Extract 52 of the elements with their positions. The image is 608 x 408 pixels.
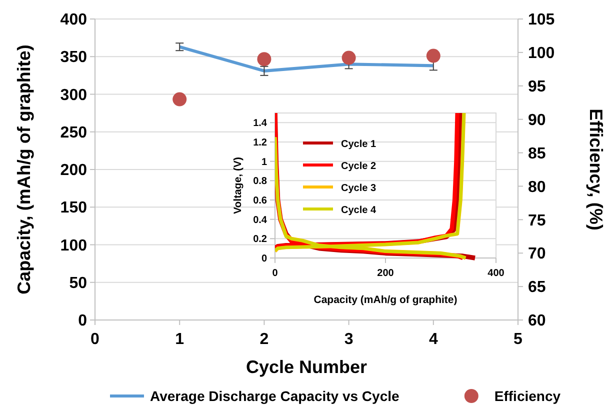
y-tick-label: 0: [78, 312, 88, 330]
point: [342, 50, 356, 65]
y-tick-label: 0.8: [253, 176, 268, 188]
y-tick-label: 0.6: [253, 196, 268, 206]
legend-label: Cycle 1: [341, 139, 376, 150]
y2-tick-label: 85: [528, 145, 546, 162]
x-tick-label: 5: [514, 331, 523, 348]
y2-tick-label: 75: [528, 212, 546, 230]
y-tick-label: 1.4: [253, 118, 268, 130]
y-tick-label: 150: [60, 200, 88, 217]
y2-tick-label: 60: [528, 312, 546, 330]
point: [426, 48, 440, 63]
y-tick-label: 1: [261, 156, 268, 168]
y2-tick-label: 90: [528, 112, 546, 129]
y2-tick-label: 80: [528, 178, 546, 196]
y-tick-label: 0.4: [253, 214, 268, 226]
y-tick-label: 50: [69, 274, 88, 292]
y-tick-label: 0: [261, 254, 268, 264]
y-tick-label: 100: [60, 237, 88, 254]
y-tick-label: 300: [60, 86, 88, 104]
y-tick-label: 250: [60, 124, 88, 142]
legend-label: Cycle 2: [341, 161, 376, 172]
y-tick-label: 400: [60, 12, 88, 29]
y2-tick-label: 100: [528, 45, 555, 62]
y2-tick-label: 70: [528, 246, 546, 263]
y-tick-label: 0.2: [253, 234, 268, 246]
y-tick-label: 350: [60, 49, 88, 66]
legend-label: Average Discharge Capacity vs Cycle: [150, 388, 400, 404]
y-axis-title: Voltage, (V): [232, 157, 244, 214]
point: [172, 92, 187, 106]
legend-label: Cycle 4: [341, 205, 376, 216]
y-tick-label: 1.2: [253, 138, 268, 148]
y2-tick-label: 95: [528, 78, 546, 96]
y-tick-label: 200: [60, 162, 88, 180]
legend-label: Efficiency: [494, 388, 561, 404]
x-tick-label: 2: [260, 331, 269, 348]
x-axis-title: Capacity (mAh/g of graphite): [314, 294, 458, 306]
y2-tick-label: 65: [528, 279, 546, 296]
point: [257, 52, 272, 66]
x-axis-title: Cycle Number: [246, 357, 368, 377]
x-tick-label: 200: [377, 268, 394, 279]
y-axis-title: Capacity, (mAh/g of graphite): [14, 44, 34, 294]
x-tick-label: 3: [344, 331, 354, 348]
x-tick-label: 1: [175, 331, 184, 348]
x-tick-label: 0: [90, 331, 100, 348]
x-tick-label: 400: [488, 268, 505, 279]
y2-axis-title: Efficiency, (%): [586, 108, 606, 230]
x-tick-label: 0: [272, 268, 278, 279]
line-series: [178, 45, 435, 72]
x-tick-label: 4: [428, 331, 438, 348]
y2-tick-label: 105: [528, 12, 555, 29]
legend-label: Cycle 3: [341, 183, 376, 194]
